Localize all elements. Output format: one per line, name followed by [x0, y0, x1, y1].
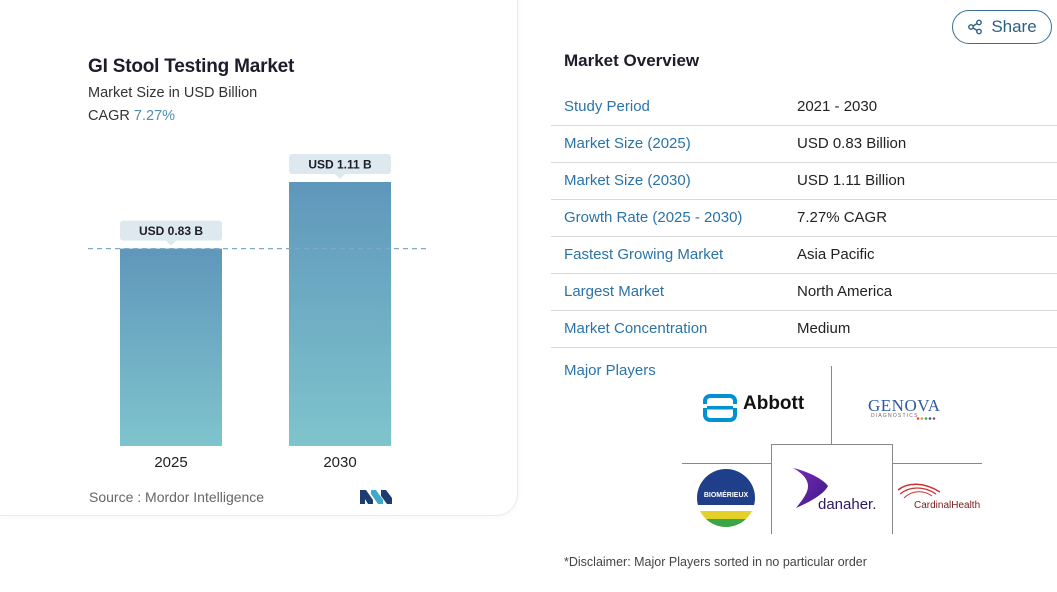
- data-label: USD 1.11 B: [308, 158, 372, 172]
- overview-value: North America: [797, 283, 893, 300]
- biomerieux-logo: BIOMÉRIEUX: [695, 467, 757, 534]
- mordor-logo-icon: [360, 488, 392, 509]
- bar-2030: [289, 182, 391, 446]
- overview-row-study-period: Study Period 2021 - 2030: [551, 89, 1057, 126]
- grid-divider: [831, 366, 832, 444]
- overview-value: 7.27% CAGR: [797, 209, 888, 226]
- overview-row-fastest-growing: Fastest Growing Market Asia Pacific: [551, 237, 1057, 274]
- overview-row-market-size-2025: Market Size (2025) USD 0.83 Billion: [551, 126, 1057, 163]
- grid-divider: [892, 463, 982, 464]
- abbott-text: Abbott: [743, 393, 805, 414]
- share-icon: [968, 19, 983, 35]
- share-label: Share: [991, 17, 1037, 36]
- disclaimer: *Disclaimer: Major Players sorted in no …: [564, 555, 867, 569]
- data-label-pointer: [335, 174, 345, 179]
- abbott-logo: Abbott: [703, 393, 815, 428]
- danaher-text: danaher.: [818, 496, 876, 513]
- genova-subtext: DIAGNOSTICS: [871, 413, 919, 419]
- chart-subtitle: Market Size in USD Billion: [88, 85, 258, 101]
- data-label-box: [289, 154, 391, 174]
- overview-value: USD 0.83 Billion: [797, 135, 907, 152]
- grid-divider: [771, 444, 892, 445]
- overview-row-growth-rate: Growth Rate (2025 - 2030) 7.27% CAGR: [551, 200, 1057, 237]
- overview-key: Market Size (2025): [564, 135, 691, 152]
- cardinal-health-logo: CardinalHealth: [896, 478, 982, 519]
- chart-card: [0, 0, 518, 516]
- data-label-pointer: [166, 240, 176, 246]
- overview-key: Growth Rate (2025 - 2030): [564, 209, 743, 226]
- overview-value: USD 1.11 Billion: [797, 172, 906, 189]
- overview-key: Study Period: [564, 98, 650, 115]
- chart-cagr: CAGR 7.27%: [88, 108, 175, 124]
- cagr-label: CAGR: [88, 108, 130, 124]
- genova-logo: GENOVA DIAGNOSTICS: [866, 393, 940, 428]
- major-players-label: Major Players: [564, 362, 656, 379]
- overview-key: Fastest Growing Market: [564, 246, 724, 263]
- overview-row-concentration: Market Concentration Medium: [551, 311, 1057, 348]
- overview-row-largest-market: Largest Market North America: [551, 274, 1057, 311]
- biomerieux-text: BIOMÉRIEUX: [704, 490, 749, 499]
- overview-value: 2021 - 2030: [797, 98, 878, 115]
- bar-2025: [120, 248, 222, 446]
- chart-title: GI Stool Testing Market: [88, 56, 295, 77]
- overview-key: Market Concentration: [564, 320, 708, 337]
- overview-title: Market Overview: [564, 51, 700, 70]
- overview-value: Asia Pacific: [797, 246, 875, 263]
- cardinal-text: CardinalHealth: [914, 500, 980, 511]
- cagr-value: 7.27%: [133, 108, 176, 124]
- overview-key: Market Size (2030): [564, 172, 691, 189]
- danaher-logo: danaher.: [790, 466, 880, 521]
- data-label-box: [120, 220, 222, 241]
- overview-value: Medium: [797, 320, 851, 337]
- overview-key: Largest Market: [564, 283, 665, 300]
- grid-divider: [892, 444, 893, 534]
- grid-divider: [771, 444, 772, 534]
- genova-text: GENOVA: [868, 396, 940, 415]
- bar-chart: USD 0.83 B 2025 USD 1.11 B 2030: [88, 154, 430, 471]
- data-label: USD 0.83 B: [139, 224, 203, 238]
- overview-row-market-size-2030: Market Size (2030) USD 1.11 Billion: [551, 163, 1057, 200]
- chart-source: Source : Mordor Intelligence: [89, 489, 265, 505]
- share-button[interactable]: Share: [952, 10, 1052, 44]
- x-tick-label: 2030: [323, 454, 356, 471]
- grid-divider: [682, 463, 771, 464]
- x-tick-label: 2025: [154, 454, 187, 471]
